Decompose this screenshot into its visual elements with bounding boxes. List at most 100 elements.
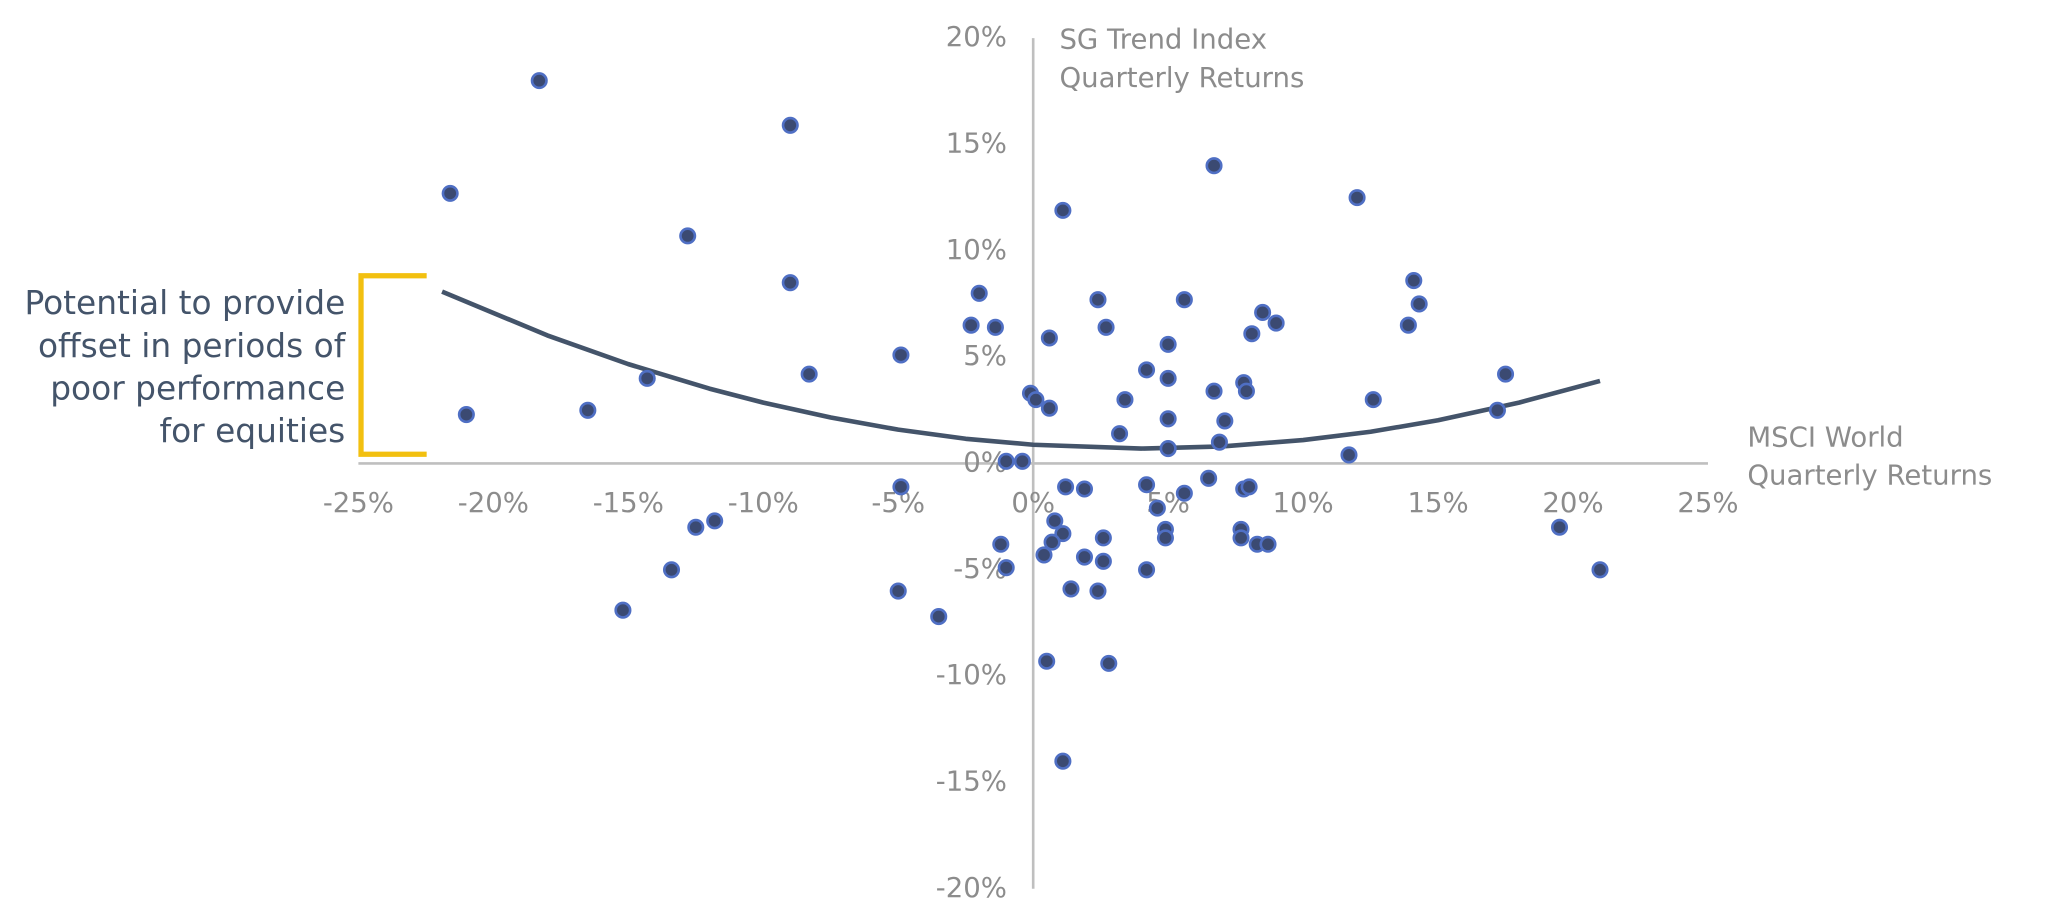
point xyxy=(1210,433,1228,451)
point xyxy=(781,116,799,134)
point xyxy=(579,401,597,419)
point xyxy=(892,478,910,496)
point xyxy=(1175,291,1193,309)
point xyxy=(1237,382,1255,400)
point xyxy=(1497,365,1515,383)
point xyxy=(1216,412,1234,430)
point xyxy=(1159,410,1177,428)
y-tick-label: 15% xyxy=(946,127,1007,159)
point xyxy=(1348,189,1366,207)
point xyxy=(1232,529,1250,547)
point xyxy=(1054,525,1072,543)
point xyxy=(1062,580,1080,598)
point xyxy=(1205,157,1223,175)
point xyxy=(1035,546,1053,564)
point xyxy=(1200,469,1218,487)
point xyxy=(1399,316,1417,334)
x-tick-label: -20% xyxy=(458,487,529,519)
point xyxy=(1100,654,1118,672)
point xyxy=(1138,476,1156,494)
point xyxy=(1340,446,1358,464)
x-tick-label: -15% xyxy=(593,487,664,519)
point xyxy=(1156,529,1174,547)
point xyxy=(1040,329,1058,347)
point xyxy=(997,559,1015,577)
point xyxy=(530,72,548,90)
y-tick-label: 10% xyxy=(946,234,1007,266)
point xyxy=(706,512,724,530)
point xyxy=(930,608,948,626)
point xyxy=(1410,295,1428,313)
point xyxy=(1054,752,1072,770)
annotation: poor performance xyxy=(50,369,345,407)
point xyxy=(1175,484,1193,502)
point xyxy=(1111,425,1129,443)
point xyxy=(1054,201,1072,219)
annotation: Potential to provide xyxy=(24,284,345,322)
point xyxy=(1097,318,1115,336)
point xyxy=(1488,401,1506,419)
point xyxy=(1046,512,1064,530)
point xyxy=(457,406,475,424)
point xyxy=(1057,478,1075,496)
x-axis-title: MSCI World xyxy=(1747,422,1903,454)
bracket xyxy=(358,273,427,457)
y-tick-label: -20% xyxy=(936,872,1007,904)
point xyxy=(962,316,980,334)
x-tick-label: 15% xyxy=(1407,487,1468,519)
point xyxy=(1405,272,1423,290)
point xyxy=(441,184,459,202)
point xyxy=(970,284,988,302)
y-tick-label: -15% xyxy=(936,765,1007,797)
point xyxy=(1013,452,1031,470)
point xyxy=(687,518,705,536)
y-axis-title: SG Trend Index xyxy=(1059,24,1267,56)
annotation: offset in periods of xyxy=(38,327,347,365)
x-tick-label: 20% xyxy=(1542,487,1603,519)
point xyxy=(662,561,681,579)
point xyxy=(1259,535,1277,553)
point xyxy=(638,369,656,387)
point xyxy=(679,227,697,245)
y-tick-label: 20% xyxy=(946,21,1007,53)
x-tick-label: 10% xyxy=(1272,487,1333,519)
point xyxy=(1148,499,1166,517)
point xyxy=(997,452,1015,470)
point xyxy=(1267,314,1285,332)
point xyxy=(1159,335,1177,353)
point xyxy=(1027,391,1045,409)
x-tick-label: -25% xyxy=(323,487,394,519)
point xyxy=(1138,561,1156,579)
x-tick-label: -10% xyxy=(728,487,799,519)
point xyxy=(986,318,1004,336)
point xyxy=(1043,533,1061,551)
point xyxy=(892,346,910,364)
point xyxy=(1205,382,1223,400)
point xyxy=(781,274,799,292)
x-tick-label: 25% xyxy=(1677,487,1738,519)
point xyxy=(1159,440,1177,458)
trendline xyxy=(441,289,1601,451)
point xyxy=(1591,561,1609,579)
y-axis-title: Quarterly Returns xyxy=(1059,62,1304,94)
point xyxy=(1364,391,1382,409)
x-tick-label: 0% xyxy=(1011,487,1055,519)
point xyxy=(614,601,632,619)
point xyxy=(1116,391,1134,409)
y-tick-label: 5% xyxy=(963,340,1007,372)
point xyxy=(1075,480,1094,498)
point xyxy=(1094,552,1112,570)
point xyxy=(1550,518,1569,536)
point xyxy=(992,535,1010,553)
point xyxy=(1254,303,1272,321)
point xyxy=(1159,369,1177,387)
point xyxy=(1138,361,1156,379)
point xyxy=(1040,399,1058,417)
point xyxy=(800,365,818,383)
point xyxy=(1094,529,1112,547)
point xyxy=(1089,582,1107,600)
annotation: for equities xyxy=(160,412,346,450)
x-axis-title: Quarterly Returns xyxy=(1747,460,1992,492)
